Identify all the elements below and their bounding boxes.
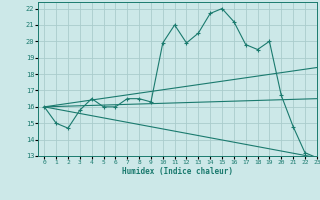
X-axis label: Humidex (Indice chaleur): Humidex (Indice chaleur) (122, 167, 233, 176)
